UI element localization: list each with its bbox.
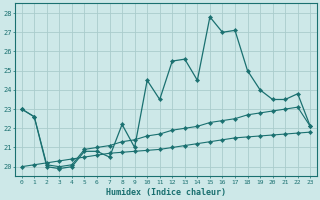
X-axis label: Humidex (Indice chaleur): Humidex (Indice chaleur) [106, 188, 226, 197]
